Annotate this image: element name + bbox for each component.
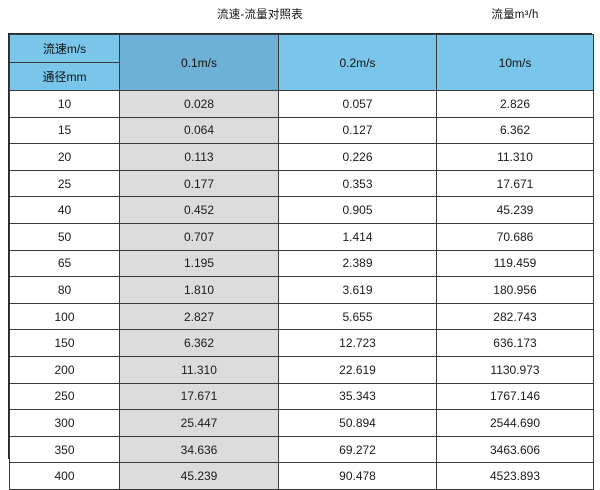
cell-flow-2: 2544.690 <box>436 409 594 437</box>
cell-diameter: 400 <box>9 462 120 490</box>
table-row: 40 0.452 0.905 45.239 <box>9 196 594 224</box>
cell-diameter: 10 <box>9 90 120 118</box>
table-row: 150 6.362 12.723 636.173 <box>9 329 594 357</box>
cell-flow-1: 22.619 <box>278 355 437 384</box>
cell-diameter: 15 <box>9 116 120 145</box>
cell-flow-2: 70.686 <box>436 222 594 251</box>
cell-flow-0: 0.707 <box>119 222 279 251</box>
cell-flow-1: 50.894 <box>278 409 437 437</box>
table-row: 20 0.113 0.226 11.310 <box>9 143 594 171</box>
cell-flow-2: 1130.973 <box>436 355 594 384</box>
cell-flow-0: 1.195 <box>119 249 279 278</box>
cell-flow-0: 0.028 <box>119 90 279 118</box>
table-row: 80 1.810 3.619 180.956 <box>9 276 594 304</box>
table-header: 流速m/s 0.1m/s 0.2m/s 10m/s 通径mm <box>9 34 594 91</box>
cell-diameter: 40 <box>9 196 120 224</box>
cell-flow-1: 12.723 <box>278 329 437 357</box>
cell-flow-2: 119.459 <box>436 249 594 278</box>
cell-flow-0: 25.447 <box>119 409 279 437</box>
cell-flow-0: 0.452 <box>119 196 279 224</box>
flow-unit-label: 流量m³/h <box>491 9 539 21</box>
cell-flow-0: 0.177 <box>119 169 279 198</box>
cell-flow-2: 1767.146 <box>436 382 594 411</box>
table-row: 65 1.195 2.389 119.459 <box>9 249 594 278</box>
cell-flow-1: 69.272 <box>278 435 437 464</box>
cell-flow-1: 0.057 <box>278 90 437 118</box>
header-diameter-label: 通径mm <box>9 62 120 91</box>
cell-diameter: 350 <box>9 435 120 464</box>
cell-diameter: 150 <box>9 329 120 357</box>
cell-diameter: 25 <box>9 169 120 198</box>
cell-flow-2: 3463.606 <box>436 435 594 464</box>
header-row-diameter: 通径mm <box>9 62 594 91</box>
cell-diameter: 20 <box>9 143 120 171</box>
cell-flow-1: 2.389 <box>278 249 437 278</box>
cell-diameter: 80 <box>9 276 120 304</box>
cell-flow-2: 4523.893 <box>436 462 594 490</box>
cell-diameter: 300 <box>9 409 120 437</box>
column-header-0[interactable]: 0.1m/s <box>119 34 279 91</box>
page-title: 流速-流量对照表 <box>217 9 303 21</box>
flow-table: 流速m/s 0.1m/s 0.2m/s 10m/s 通径mm 10 0.028 0.… <box>9 34 594 490</box>
cell-flow-2: 2.826 <box>436 90 594 118</box>
cell-flow-0: 45.239 <box>119 462 279 490</box>
cell-flow-1: 1.414 <box>278 222 437 251</box>
header-row-velocity: 流速m/s 0.1m/s 0.2m/s 10m/s <box>9 34 594 91</box>
table-row: 200 11.310 22.619 1130.973 <box>9 355 594 384</box>
cell-diameter: 65 <box>9 249 120 278</box>
column-header-1[interactable]: 0.2m/s <box>278 34 437 91</box>
cell-flow-1: 5.655 <box>278 302 437 331</box>
table-row: 10 0.028 0.057 2.826 <box>9 90 594 118</box>
cell-flow-1: 0.905 <box>278 196 437 224</box>
cell-flow-0: 11.310 <box>119 355 279 384</box>
table-body: 10 0.028 0.057 2.826 15 0.064 0.127 6.362 20 0.11… <box>9 90 594 490</box>
column-header-2[interactable]: 10m/s <box>436 34 594 91</box>
cell-diameter: 200 <box>9 355 120 384</box>
table-row: 250 17.671 35.343 1767.146 <box>9 382 594 411</box>
cell-diameter: 50 <box>9 222 120 251</box>
cell-flow-0: 0.113 <box>119 143 279 171</box>
cell-flow-0: 17.671 <box>119 382 279 411</box>
cell-flow-2: 180.956 <box>436 276 594 304</box>
caption-bar: 流速-流量对照表 流量m³/h <box>0 0 600 32</box>
table-row: 15 0.064 0.127 6.362 <box>9 116 594 145</box>
header-velocity-label: 流速m/s <box>9 34 120 63</box>
table-row: 50 0.707 1.414 70.686 <box>9 222 594 251</box>
flow-velocity-table: 流速m/s 0.1m/s 0.2m/s 10m/s 通径mm 10 0.028 0.… <box>8 33 594 490</box>
table-row: 300 25.447 50.894 2544.690 <box>9 409 594 437</box>
cell-flow-0: 0.064 <box>119 116 279 145</box>
cell-diameter: 250 <box>9 382 120 411</box>
cell-flow-2: 636.173 <box>436 329 594 357</box>
cell-flow-2: 17.671 <box>436 169 594 198</box>
cell-flow-2: 11.310 <box>436 143 594 171</box>
cell-flow-1: 0.127 <box>278 116 437 145</box>
table-row: 400 45.239 90.478 4523.893 <box>9 462 594 490</box>
cell-flow-2: 45.239 <box>436 196 594 224</box>
cell-flow-1: 0.226 <box>278 143 437 171</box>
cell-flow-2: 6.362 <box>436 116 594 145</box>
cell-flow-1: 0.353 <box>278 169 437 198</box>
cell-flow-0: 1.810 <box>119 276 279 304</box>
cell-flow-1: 35.343 <box>278 382 437 411</box>
cell-flow-0: 34.636 <box>119 435 279 464</box>
cell-flow-2: 282.743 <box>436 302 594 331</box>
cell-flow-1: 90.478 <box>278 462 437 490</box>
cell-flow-1: 3.619 <box>278 276 437 304</box>
cell-flow-0: 6.362 <box>119 329 279 357</box>
table-row: 350 34.636 69.272 3463.606 <box>9 435 594 464</box>
table-row: 100 2.827 5.655 282.743 <box>9 302 594 331</box>
cell-flow-0: 2.827 <box>119 302 279 331</box>
cell-diameter: 100 <box>9 302 120 331</box>
table-row: 25 0.177 0.353 17.671 <box>9 169 594 198</box>
